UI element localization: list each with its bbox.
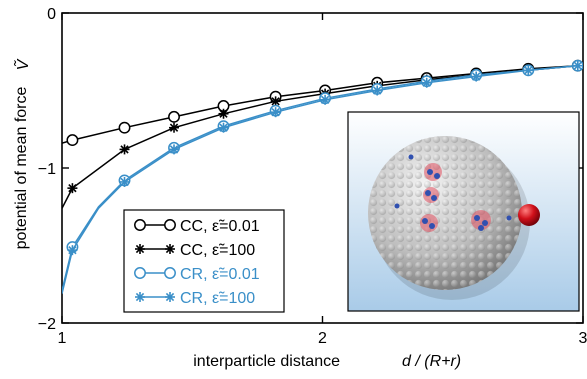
legend: CC, ε̃=0.01 CC, ε̃=100 CR, ε̃=0.01 CR, ε̃=1… — [123, 209, 285, 313]
y-tick-label: −1 — [38, 161, 56, 178]
x-axis-label: interparticle distance — [193, 353, 340, 370]
data-point — [372, 85, 383, 96]
legend-marker — [165, 244, 175, 254]
data-point — [169, 122, 180, 133]
legend-marker — [134, 267, 146, 279]
charged-patches — [394, 154, 512, 232]
data-point — [218, 122, 229, 133]
data-point — [523, 65, 534, 76]
legend-entry: CC, ε̃=100 — [135, 242, 255, 259]
data-point — [270, 96, 281, 107]
data-point — [119, 144, 130, 155]
data-point — [67, 245, 78, 256]
series-line — [62, 64, 583, 294]
legend-label: CR, ε̃=0.01 — [180, 266, 260, 283]
legend-entry: CR, ε̃=0.01 — [134, 266, 260, 283]
legend-marker — [135, 244, 145, 254]
data-point — [572, 60, 583, 71]
y-axis-label: potential of mean force — [13, 87, 30, 250]
x-tick-label: 2 — [318, 330, 327, 347]
inset-panel — [347, 111, 580, 312]
data-point — [67, 183, 78, 194]
x-tick-label: 1 — [58, 330, 67, 347]
data-point — [118, 121, 131, 134]
data-point — [168, 110, 180, 123]
legend-entry: CC, ε̃=0.01 — [134, 218, 260, 235]
data-point — [471, 71, 482, 82]
series-4 — [62, 60, 583, 294]
legend-label: CR, ε̃=100 — [180, 290, 255, 307]
data-point — [320, 94, 331, 105]
data-point — [270, 107, 281, 118]
legend-marker — [165, 292, 175, 302]
legend-marker — [164, 267, 176, 279]
data-point — [119, 176, 130, 187]
data-point — [66, 134, 79, 147]
data-point — [169, 144, 180, 155]
legend-marker — [135, 292, 145, 302]
legend-box — [123, 209, 285, 313]
red-particle — [518, 204, 540, 226]
x-axis-variable: d / (R+r) — [402, 353, 461, 370]
y-axis-variable: Ṽ — [13, 58, 32, 70]
legend-marker — [134, 219, 146, 231]
x-tick-label: 3 — [579, 330, 587, 347]
y-tick-label: 0 — [47, 6, 56, 23]
legend-label: CC, ε̃=100 — [180, 242, 255, 259]
series-layer — [62, 59, 583, 294]
legend-entry: CR, ε̃=100 — [135, 290, 255, 307]
data-point — [421, 77, 432, 88]
legend-marker — [164, 219, 176, 231]
legend-label: CC, ε̃=0.01 — [180, 218, 260, 235]
data-point — [218, 108, 229, 119]
y-tick-label: −2 — [38, 316, 56, 333]
